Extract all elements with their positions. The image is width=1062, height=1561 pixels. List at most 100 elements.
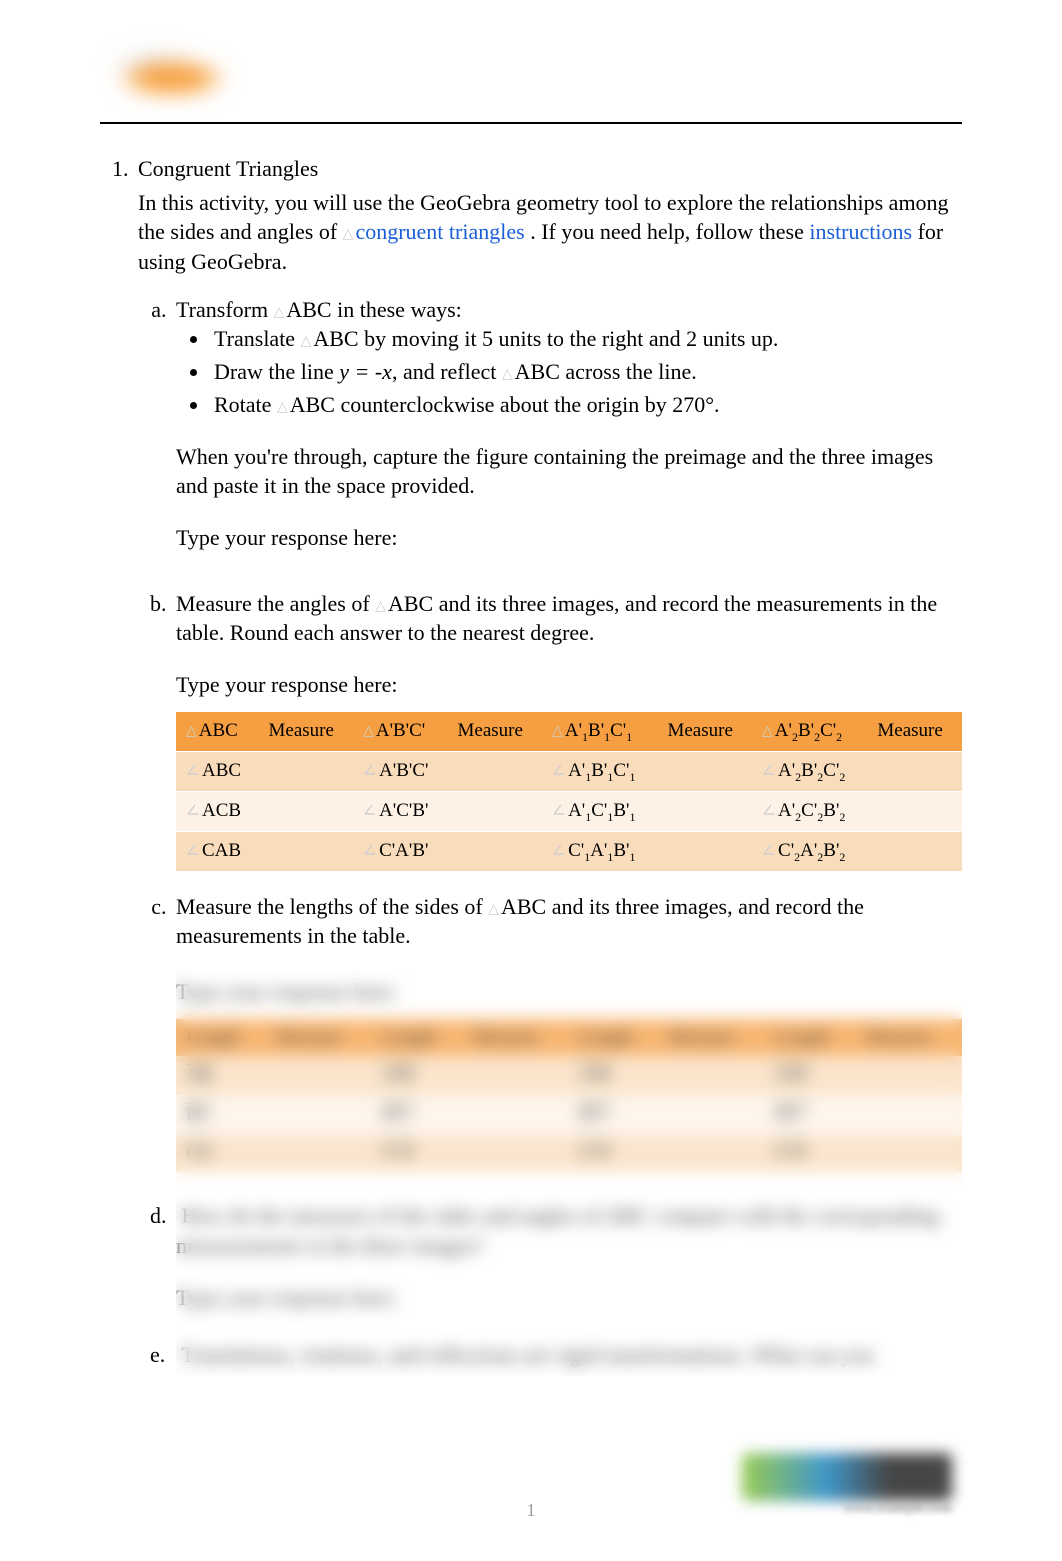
angle-icon bbox=[552, 802, 566, 816]
angle-icon bbox=[363, 842, 377, 856]
table-header-row: △ABCMeasure△A'B'C'Measure△A'1B'1C'1Measu… bbox=[176, 712, 962, 751]
b3-tri: ABC bbox=[290, 392, 335, 417]
table-cell: A'C'B' bbox=[353, 791, 447, 831]
table-header-cell: △ABC bbox=[176, 712, 259, 751]
table-cell: C'1A'1B'1 bbox=[542, 831, 657, 871]
b2-tri: ABC bbox=[515, 359, 560, 384]
part-b: Measure the angles of △ABC and its three… bbox=[172, 589, 962, 872]
angle-icon bbox=[186, 802, 200, 816]
link-instructions[interactable]: instructions bbox=[809, 219, 912, 244]
main-list: Congruent Triangles In this activity, yo… bbox=[100, 154, 962, 1370]
top-logo-blur bbox=[100, 48, 250, 103]
table-cell: A'2B'2C'2 bbox=[752, 751, 867, 791]
blurred-region: Type your response here: LengthMeasureLe… bbox=[176, 977, 962, 1370]
table-cell: ACB bbox=[176, 791, 259, 831]
triangle-icon: △ bbox=[502, 366, 513, 385]
angle-icon bbox=[363, 762, 377, 776]
part-c-pre: Measure the lengths of the sides of bbox=[176, 894, 488, 919]
bullet-3: Rotate △ABC counterclockwise about the o… bbox=[210, 390, 962, 420]
table-cell: CAB bbox=[176, 831, 259, 871]
triangle-icon: △ bbox=[277, 399, 288, 418]
table-cell: C'A'B' bbox=[353, 831, 447, 871]
intro-paragraph: In this activity, you will use the GeoGe… bbox=[138, 188, 962, 277]
table-cell bbox=[657, 751, 752, 791]
b2-pre: Draw the line bbox=[214, 359, 339, 384]
part-c: Measure the lengths of the sides of △ABC… bbox=[172, 892, 962, 1370]
table-cell: ABC bbox=[176, 751, 259, 791]
b1-pre: Translate bbox=[214, 326, 301, 351]
table-cell: A'1B'1C'1 bbox=[542, 751, 657, 791]
table-row: ACB A'C'B' A'1C'1B'1 A'2C'2B'2 bbox=[176, 791, 962, 831]
table-cell bbox=[657, 791, 752, 831]
b1-tri: ABC bbox=[313, 326, 358, 351]
part-a-closing: When you're through, capture the figure … bbox=[176, 442, 962, 501]
section-title: Congruent Triangles bbox=[138, 156, 318, 181]
triangle-icon: △ bbox=[274, 304, 285, 323]
angle-icon bbox=[762, 802, 776, 816]
blur-overlay bbox=[176, 971, 962, 1376]
triangle-icon: △ bbox=[488, 901, 499, 920]
b3-pre: Rotate bbox=[214, 392, 277, 417]
table-header-cell: Measure bbox=[657, 712, 752, 751]
sub-list: Transform △ABC in these ways: Translate … bbox=[138, 295, 962, 1370]
part-a-lead: Transform bbox=[176, 297, 274, 322]
table-cell: A'1C'1B'1 bbox=[542, 791, 657, 831]
part-a-lead-tri: ABC bbox=[286, 297, 331, 322]
angle-icon bbox=[552, 842, 566, 856]
table-cell bbox=[448, 751, 543, 791]
triangle-icon: △ bbox=[375, 598, 386, 617]
table-row: ABC A'B'C' A'1B'1C'1 A'2B'2C'2 bbox=[176, 751, 962, 791]
triangle-icon: △ bbox=[186, 723, 197, 742]
footer-logo-blur bbox=[742, 1453, 952, 1501]
page-rule bbox=[100, 122, 962, 124]
b2-eq: y = -x bbox=[339, 359, 392, 384]
table-header-cell: △A'2B'2C'2 bbox=[752, 712, 867, 751]
angle-icon bbox=[762, 842, 776, 856]
triangle-icon: △ bbox=[343, 226, 354, 245]
part-b-tri: ABC bbox=[388, 591, 433, 616]
part-c-tri: ABC bbox=[501, 894, 546, 919]
angle-icon bbox=[363, 802, 377, 816]
table-cell bbox=[259, 791, 354, 831]
triangle-icon: △ bbox=[363, 723, 374, 742]
table-header-cell: Measure bbox=[867, 712, 962, 751]
part-a: Transform △ABC in these ways: Translate … bbox=[172, 295, 962, 553]
link-congruent-triangles[interactable]: congruent triangles bbox=[355, 219, 524, 244]
response-label-a: Type your response here: bbox=[176, 523, 962, 553]
table-header-cell: △A'1B'1C'1 bbox=[542, 712, 657, 751]
part-b-pre: Measure the angles of bbox=[176, 591, 375, 616]
b3-post: counterclockwise about the origin by 270… bbox=[340, 392, 719, 417]
table-header-cell: Measure bbox=[448, 712, 543, 751]
table-cell: C'2A'2B'2 bbox=[752, 831, 867, 871]
table-cell bbox=[867, 791, 962, 831]
table-cell bbox=[448, 831, 543, 871]
angle-icon bbox=[762, 762, 776, 776]
table-header-cell: △A'B'C' bbox=[353, 712, 447, 751]
table-row: CAB C'A'B' C'1A'1B'1 C'2A'2B'2 bbox=[176, 831, 962, 871]
angle-icon bbox=[552, 762, 566, 776]
table-cell bbox=[259, 831, 354, 871]
b2-post2: across the line. bbox=[565, 359, 696, 384]
table-header-cell: Measure bbox=[259, 712, 354, 751]
part-a-lead-tail: in these ways: bbox=[337, 297, 462, 322]
bullet-2: Draw the line y = -x, and reflect △ABC a… bbox=[210, 357, 962, 387]
triangle-icon: △ bbox=[552, 723, 563, 742]
angle-icon bbox=[186, 762, 200, 776]
page-number: 1 bbox=[0, 1500, 1062, 1521]
part-a-bullets: Translate △ABC by moving it 5 units to t… bbox=[176, 324, 962, 419]
table-cell: A'B'C' bbox=[353, 751, 447, 791]
triangle-icon: △ bbox=[301, 333, 312, 352]
b1-post: by moving it 5 units to the right and 2 … bbox=[364, 326, 778, 351]
b2-post: , and reflect bbox=[392, 359, 502, 384]
table-cell bbox=[867, 751, 962, 791]
table-cell bbox=[867, 831, 962, 871]
table-cell: A'2C'2B'2 bbox=[752, 791, 867, 831]
angle-icon bbox=[186, 842, 200, 856]
table-cell bbox=[657, 831, 752, 871]
bullet-1: Translate △ABC by moving it 5 units to t… bbox=[210, 324, 962, 354]
triangle-icon: △ bbox=[762, 723, 773, 742]
table-cell bbox=[448, 791, 543, 831]
section-item: Congruent Triangles In this activity, yo… bbox=[134, 154, 962, 1370]
page: Congruent Triangles In this activity, yo… bbox=[0, 0, 1062, 1561]
angle-table-wrap: △ABCMeasure△A'B'C'Measure△A'1B'1C'1Measu… bbox=[176, 712, 962, 872]
